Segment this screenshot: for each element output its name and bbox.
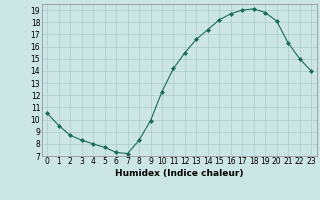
X-axis label: Humidex (Indice chaleur): Humidex (Indice chaleur) bbox=[115, 169, 244, 178]
